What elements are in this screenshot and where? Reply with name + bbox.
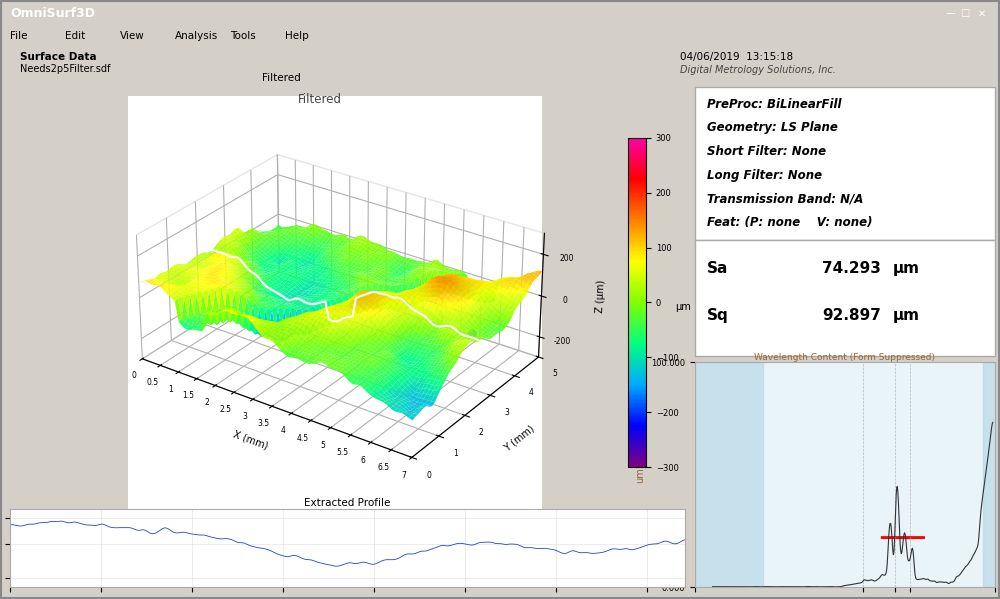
Text: μm: μm (893, 261, 920, 276)
FancyBboxPatch shape (695, 240, 995, 356)
Text: Geometry: LS Plane: Geometry: LS Plane (707, 121, 838, 134)
Text: Tools: Tools (230, 31, 256, 41)
Text: 92.897: 92.897 (822, 308, 881, 323)
Y-axis label: Y (mm): Y (mm) (502, 423, 537, 453)
Text: —: — (945, 8, 955, 19)
FancyBboxPatch shape (695, 87, 995, 240)
Text: Sa: Sa (707, 261, 728, 276)
Text: 74.293: 74.293 (822, 261, 881, 276)
Y-axis label: um: um (636, 467, 646, 483)
Text: ✕: ✕ (978, 8, 986, 19)
Text: Sq: Sq (707, 308, 729, 323)
Title: Extracted Profile: Extracted Profile (304, 498, 391, 509)
Text: Analysis: Analysis (175, 31, 218, 41)
Text: Long Filter: None: Long Filter: None (707, 168, 822, 181)
Text: OmniSurf3D: OmniSurf3D (10, 7, 95, 20)
Title: Wavelength Content (Form Suppressed): Wavelength Content (Form Suppressed) (755, 353, 936, 362)
Text: Transmission Band: N/A: Transmission Band: N/A (707, 192, 863, 205)
Text: Help: Help (285, 31, 309, 41)
X-axis label: X (mm): X (mm) (232, 429, 270, 450)
Text: μm: μm (893, 308, 920, 323)
Text: Surface Data: Surface Data (20, 52, 97, 62)
Bar (695, 362, 763, 587)
Text: Short Filter: None: Short Filter: None (707, 145, 826, 158)
Text: □: □ (960, 8, 970, 19)
Bar (983, 362, 995, 587)
Text: Digital Metrology Solutions, Inc.: Digital Metrology Solutions, Inc. (680, 65, 836, 75)
Text: Filtered: Filtered (298, 93, 342, 106)
Text: View: View (120, 31, 145, 41)
Text: File: File (10, 31, 28, 41)
Text: Feat: (P: none    V: none): Feat: (P: none V: none) (707, 216, 872, 229)
Y-axis label: μm: μm (675, 302, 691, 313)
Text: Filtered: Filtered (262, 74, 301, 83)
Text: Needs2p5Filter.sdf: Needs2p5Filter.sdf (20, 63, 110, 74)
Text: PreProc: BiLinearFill: PreProc: BiLinearFill (707, 98, 842, 111)
Text: Edit: Edit (65, 31, 85, 41)
Text: 04/06/2019  13:15:18: 04/06/2019 13:15:18 (680, 52, 793, 62)
